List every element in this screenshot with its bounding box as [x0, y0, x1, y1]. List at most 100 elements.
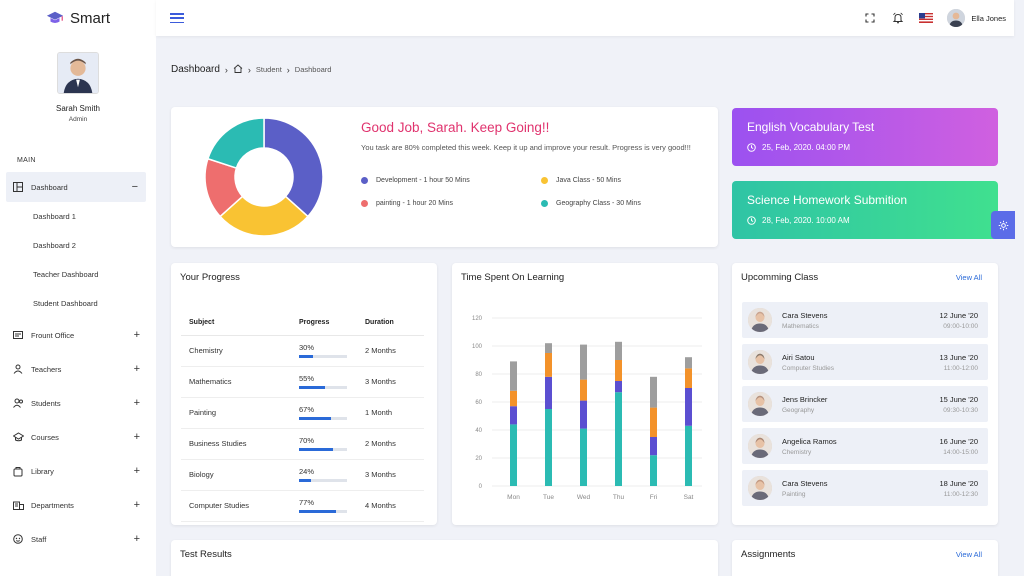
legend-dot [541, 177, 548, 184]
sidebar-item-students[interactable]: Students + [0, 386, 156, 420]
sidebar-subitem-teacher-dashboard[interactable]: Teacher Dashboard [33, 270, 99, 279]
teacher-name: Cara Stevens [782, 478, 828, 488]
sidebar-item-teachers[interactable]: Teachers + [0, 352, 156, 386]
banner-date-text: 28, Feb, 2020. 10:00 AM [762, 216, 850, 225]
sidebar-item-front-office[interactable]: Frount Office + [0, 318, 156, 352]
hero-text: You task are 80% completed this week. Ke… [361, 143, 691, 152]
sidebar-item-label: Teachers [31, 364, 62, 374]
bar-segment [510, 424, 517, 486]
bar-segment [650, 455, 657, 486]
bar-segment [685, 425, 692, 486]
us-flag-icon[interactable] [919, 13, 934, 23]
expand-icon[interactable]: + [133, 533, 140, 545]
teacher-name: Angelica Ramos [782, 436, 837, 446]
table-row: Computer Studies 77% 4 Months [181, 490, 424, 522]
expand-icon[interactable]: + [133, 465, 140, 477]
card-title: Time Spent On Learning [461, 272, 565, 283]
assignments-card: Assignments View All [732, 540, 998, 576]
progress-bar-fill [299, 479, 311, 482]
expand-icon[interactable]: + [133, 363, 140, 375]
bar-segment [615, 341, 622, 360]
brand[interactable]: Smart [0, 0, 156, 36]
expand-icon[interactable]: + [133, 397, 140, 409]
sidebar-item-departments[interactable]: Departments + [0, 488, 156, 522]
duration-cell: 2 Months [357, 335, 424, 367]
sidebar-item-dashboard[interactable]: Dashboard − [6, 172, 146, 202]
legend-dot [541, 200, 548, 207]
legend-dot [361, 200, 368, 207]
banner-title: Science Homework Submition [747, 193, 908, 207]
hamburger-menu-icon[interactable] [170, 13, 184, 23]
hero-title: Good Job, Sarah. Keep Going!! [361, 120, 550, 135]
progress-cell: 24% [291, 459, 357, 491]
sidebar-item-staff[interactable]: Staff + [0, 522, 156, 556]
banner-date: 25, Feb, 2020. 04:00 PM [747, 143, 983, 152]
progress-cell: 77% [291, 490, 357, 522]
duration-cell: 4 Months [357, 490, 424, 522]
breadcrumb-parent[interactable]: Student [255, 65, 282, 74]
top-header: Ella Jones [156, 0, 1014, 36]
progress-bar-fill [299, 386, 326, 389]
avatar [748, 350, 772, 374]
your-progress-card: Your Progress Subject Progress Duration … [171, 263, 437, 525]
bar-segment [580, 400, 587, 429]
event-banner-science-homework[interactable]: Science Homework Submition 28, Feb, 2020… [732, 181, 998, 239]
class-list-item[interactable]: Cara Stevens Mathematics 12 June '20 09:00-… [742, 302, 988, 338]
expand-icon[interactable]: + [133, 431, 140, 443]
legend-item: painting - 1 hour 20 Mins [361, 200, 541, 207]
bar-segment [545, 343, 552, 353]
donut-slice [263, 117, 324, 218]
fullscreen-icon[interactable] [863, 11, 877, 25]
y-tick-label: 20 [475, 456, 482, 462]
x-tick-label: Sat [684, 494, 694, 501]
test-results-card: Test Results [171, 540, 718, 576]
bar-segment [650, 437, 657, 456]
sidebar-item-courses[interactable]: Courses + [0, 420, 156, 454]
sidebar-subitem-dashboard-1[interactable]: Dashboard 1 [33, 212, 76, 221]
subject-cell: Chemistry [181, 335, 291, 367]
progress-value: 30% [299, 343, 315, 353]
class-list-item[interactable]: Jens Brincker Geography 15 June '20 09:30-1… [742, 386, 988, 422]
settings-gear-button[interactable] [991, 211, 1015, 239]
bar-segment [580, 379, 587, 401]
sidebar-subitem-dashboard-2[interactable]: Dashboard 2 [33, 241, 76, 250]
class-subject: Mathematics [782, 322, 819, 330]
bar-segment [685, 388, 692, 426]
collapse-icon[interactable]: − [131, 181, 138, 193]
progress-cell: 55% [291, 366, 357, 398]
class-list-item[interactable]: Airi Satou Computer Studies 13 June '20 11:… [742, 344, 988, 380]
class-time: 14:00-15:00 [943, 448, 978, 456]
user-menu[interactable]: Ella Jones [947, 9, 1006, 27]
sidebar-item-library[interactable]: Library + [0, 454, 156, 488]
avatar [748, 476, 772, 500]
class-list-item[interactable]: Cara Stevens Painting 18 June '20 11:00-12:… [742, 470, 988, 506]
progress-bar-fill [299, 417, 332, 420]
card-title: Assignments [741, 549, 796, 560]
home-icon[interactable] [233, 64, 243, 75]
class-time: 09:30-10:30 [943, 406, 978, 414]
progress-table: Subject Progress Duration Chemistry 30% 2 … [181, 311, 424, 522]
bar-segment [510, 406, 517, 425]
view-all-link[interactable]: View All [955, 550, 982, 559]
class-date: 16 June '20 [939, 436, 978, 446]
time-spent-card: Time Spent On Learning 0 20 40 60 80 100 120 Mo… [452, 263, 718, 525]
bar-segment [510, 390, 517, 407]
class-list-item[interactable]: Angelica Ramos Chemistry 16 June '20 14:00-… [742, 428, 988, 464]
y-tick-label: 60 [475, 400, 482, 406]
progress-bar-fill [299, 355, 314, 358]
expand-icon[interactable]: + [133, 499, 140, 511]
class-date: 18 June '20 [939, 478, 978, 488]
class-schedule: 18 June '20 11:00-12:30 [939, 479, 978, 498]
expand-icon[interactable]: + [133, 329, 140, 341]
donut-slice [219, 195, 309, 237]
legend-item: Development - 1 hour 50 Mins [361, 177, 541, 184]
profile-avatar[interactable] [57, 52, 99, 94]
card-title: Upcomming Class [741, 272, 819, 283]
event-banner-english-test[interactable]: English Vocabulary Test 25, Feb, 2020. 0… [732, 108, 998, 166]
view-all-link[interactable]: View All [955, 273, 982, 282]
bell-icon[interactable] [891, 11, 905, 25]
bar-segment [615, 360, 622, 381]
sidebar-subitem-student-dashboard[interactable]: Student Dashboard [33, 299, 98, 308]
legend-dot [361, 177, 368, 184]
progress-bar-fill [299, 448, 333, 451]
